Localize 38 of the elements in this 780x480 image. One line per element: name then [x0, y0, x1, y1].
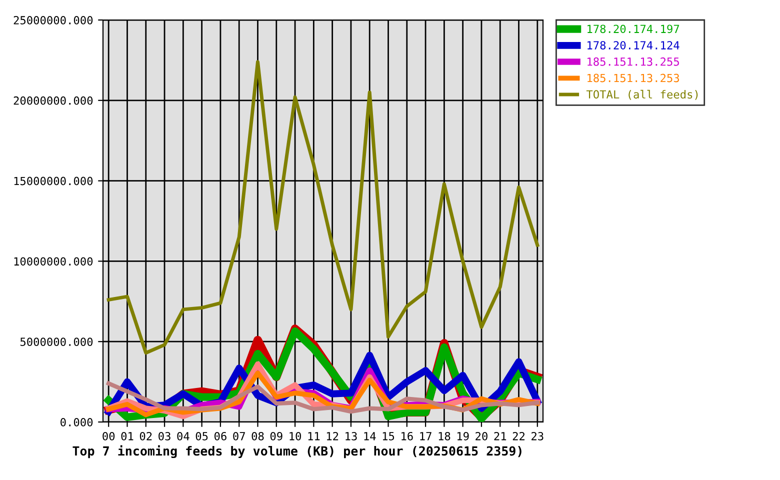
x-axis-title: Top 7 incoming feeds by volume (KB) per hour (20250615 2359) [72, 445, 522, 458]
x-tick-label: 00 [102, 432, 115, 440]
legend-label: 178.20.174.124 [588, 41, 680, 50]
x-tick-label: 04 [177, 432, 190, 440]
x-tick-label: 10 [290, 432, 302, 440]
legend-label: TOTAL (all feeds) [586, 90, 698, 100]
x-tick-label: 23 [532, 432, 544, 440]
x-tick-label: 17 [420, 432, 432, 440]
x-tick-label: 18 [438, 432, 450, 440]
y-tick-label: 5000000.000 [20, 338, 93, 346]
legend-label: 178.20.174.197 [588, 24, 680, 34]
x-tick-label: 21 [494, 432, 506, 440]
x-tick-label: 15 [382, 432, 394, 440]
y-tick-label: 25000000.000 [14, 16, 93, 24]
x-tick-label: 20 [476, 432, 488, 440]
line-series [106, 60, 540, 355]
x-tick-label: 16 [402, 432, 413, 440]
legend-label: 185.151.13.253 [588, 74, 680, 82]
y-tick-label: 20000000.000 [14, 96, 93, 105]
x-tick-label: 01 [121, 432, 134, 440]
x-tick-label: 12 [326, 432, 338, 440]
x-tick-label: 19 [457, 432, 469, 440]
y-tick-label: 0.000 [60, 418, 93, 426]
x-tick-label: 02 [140, 432, 152, 440]
y-tick-label: 15000000.000 [14, 176, 93, 186]
x-tick-label: 13 [346, 432, 357, 440]
x-tick-label: 14 [364, 432, 376, 440]
x-tick-label: 05 [196, 432, 208, 440]
x-tick-label: 11 [308, 432, 320, 440]
line-series [106, 381, 540, 414]
y-tick-label: 10000000.000 [14, 257, 93, 266]
x-tick-label: 06 [214, 432, 226, 440]
x-tick-label: 08 [252, 432, 264, 440]
x-tick-label: 03 [158, 432, 170, 440]
legend-label: 185.151.13.255 [588, 57, 679, 66]
x-tick-label: 07 [233, 432, 245, 440]
x-tick-label: 22 [512, 432, 525, 440]
x-tick-label: 09 [270, 432, 282, 440]
